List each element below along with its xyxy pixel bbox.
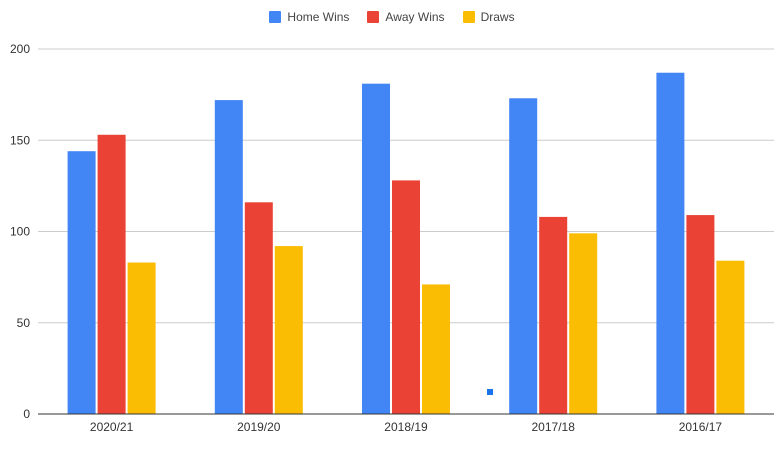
bar-away-wins-2020-21[interactable] (97, 134, 126, 414)
x-tick-label-2017-18: 2017/18 (532, 420, 576, 434)
bar-away-wins-2019-20[interactable] (244, 202, 273, 414)
bar-draws-2018-19[interactable] (422, 284, 450, 414)
bar-away-wins-2017-18[interactable] (539, 216, 568, 414)
legend-swatch-draws (462, 11, 475, 23)
legend: Home Wins Away Wins Draws (0, 10, 784, 24)
bar-away-wins-2016-17[interactable] (686, 215, 715, 414)
legend-item-away-wins[interactable]: Away Wins (367, 10, 445, 24)
y-tick-label-200: 200 (10, 42, 30, 56)
bar-home-wins-2017-18[interactable] (509, 98, 538, 415)
x-tick-label-2016-17: 2016/17 (679, 420, 723, 434)
y-tick-label-100: 100 (10, 225, 30, 239)
bar-away-wins-2018-19[interactable] (392, 180, 420, 414)
bar-home-wins-2016-17[interactable] (656, 72, 685, 414)
bar-home-wins-2018-19[interactable] (362, 83, 390, 415)
bar-draws-2017-18[interactable] (569, 233, 598, 414)
bar-home-wins-2020-21[interactable] (67, 151, 96, 414)
bar-draws-2019-20[interactable] (274, 246, 303, 414)
x-tick-label-2020-21: 2020/21 (90, 420, 134, 434)
y-tick-label-0: 0 (23, 407, 30, 421)
y-tick-label-50: 50 (17, 316, 31, 330)
y-tick-label-150: 150 (10, 133, 30, 147)
bar-draws-2016-17[interactable] (716, 260, 745, 414)
legend-label-away-wins: Away Wins (385, 10, 445, 24)
legend-item-home-wins[interactable]: Home Wins (269, 10, 349, 24)
bar-home-wins-2019-20[interactable] (214, 100, 243, 414)
x-tick-label-2018-19: 2018/19 (384, 420, 428, 434)
legend-swatch-away-wins (367, 11, 380, 23)
bar-draws-2020-21[interactable] (127, 262, 156, 414)
stray-marker (487, 389, 493, 395)
legend-label-home-wins: Home Wins (287, 10, 350, 24)
x-tick-label-2019-20: 2019/20 (237, 420, 281, 434)
legend-swatch-home-wins (269, 11, 282, 23)
legend-item-draws[interactable]: Draws (462, 10, 515, 24)
legend-label-draws: Draws (480, 10, 515, 24)
